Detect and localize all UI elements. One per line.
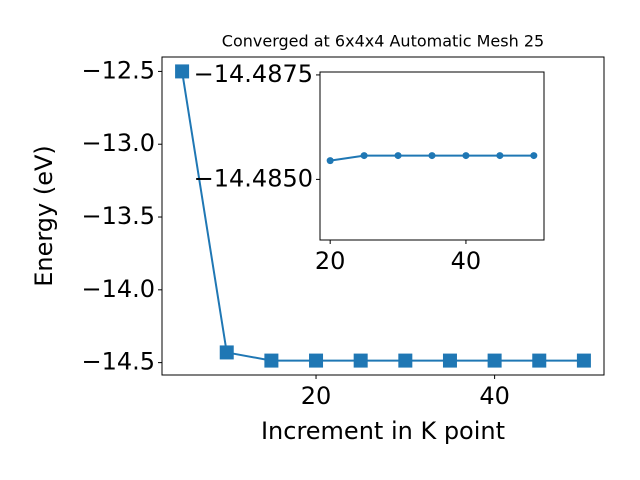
marker (264, 353, 279, 368)
x-tick-label: 20 (301, 382, 332, 410)
marker (360, 152, 368, 160)
y-tick-label: −14.4875 (194, 60, 313, 88)
marker (442, 353, 457, 368)
y-axis-label: Energy (eV) (30, 145, 58, 287)
data-line (181, 71, 584, 362)
y-tick-label: −14.0 (81, 275, 155, 303)
x-tick-label: 20 (315, 247, 346, 275)
marker (175, 64, 190, 79)
marker (487, 353, 502, 368)
marker (530, 152, 538, 160)
marker (462, 152, 470, 160)
marker (532, 353, 547, 368)
y-tick-label: −14.4850 (194, 164, 313, 192)
chart-title: Converged at 6x4x4 Automatic Mesh 25 (222, 32, 544, 51)
x-tick-label: 40 (479, 382, 510, 410)
marker (353, 353, 368, 368)
y-tick-label: −12.5 (81, 56, 155, 84)
marker (428, 152, 436, 160)
y-tick-label: −13.0 (81, 129, 155, 157)
marker (309, 353, 324, 368)
y-tick-label: −13.5 (81, 202, 155, 230)
y-tick-label: −14.5 (81, 348, 155, 376)
marker (326, 157, 334, 165)
marker (496, 152, 504, 160)
marker (398, 353, 413, 368)
x-axis-label: Increment in K point (261, 417, 505, 445)
marker (394, 152, 402, 160)
marker (219, 345, 234, 360)
marker (576, 353, 591, 368)
x-tick-label: 40 (451, 247, 482, 275)
